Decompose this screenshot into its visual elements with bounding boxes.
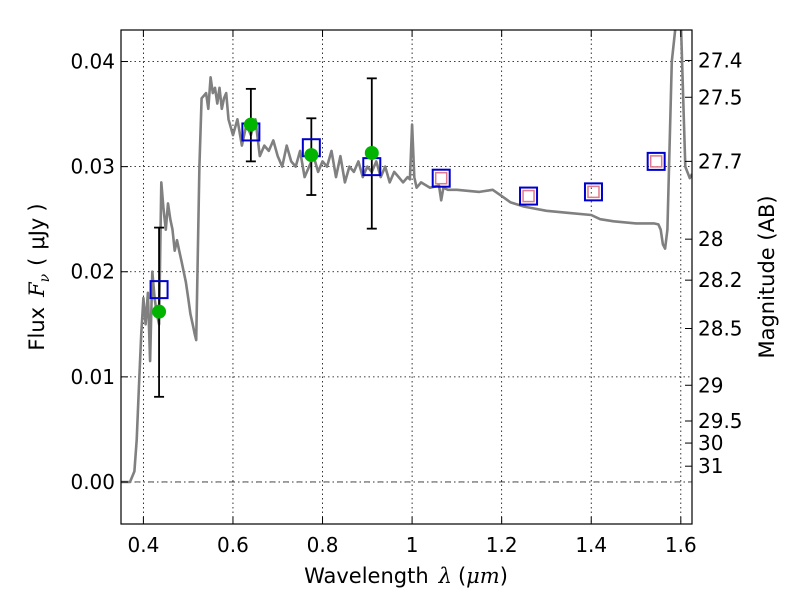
y2-axis-label: Magnitude (AB) (755, 195, 779, 358)
observed-photometry-points (152, 117, 379, 319)
magnitude-tick-label: 28.5 (698, 317, 743, 341)
plot-frame (120, 29, 693, 525)
ir-photometry-marker (431, 168, 451, 188)
model-photometry-box (149, 280, 169, 300)
magnitude-tick-label: 29 (698, 373, 723, 397)
observed-photometry-point (304, 148, 319, 163)
x-tick-label: 1.4 (575, 533, 607, 557)
x-tick-label: 0.8 (307, 533, 339, 557)
x-tick-label: 0.6 (217, 533, 249, 557)
ir-observed-box (434, 171, 448, 185)
y-axis-label: FluxFν(μJy) (25, 203, 53, 350)
x-tick-label: 1.6 (665, 533, 697, 557)
magnitude-tick-label: 27.4 (698, 48, 743, 72)
ir-model-box (646, 151, 666, 171)
y-tick-labels: 0.00 0.01 0.02 0.03 0.04 (70, 50, 115, 494)
x-tick-labels: 0.4 0.6 0.8 1 1.2 1.4 1.6 (127, 533, 696, 557)
ir-model-box (431, 168, 451, 188)
ir-photometry-marker (583, 182, 603, 202)
error-bars (154, 77, 377, 398)
ir-observed-box (522, 189, 535, 203)
magnitude-tick-label: 28 (698, 227, 723, 251)
ir-observed-box (587, 185, 600, 199)
magnitude-tick-label: 29.5 (698, 409, 743, 433)
observed-photometry-point (243, 117, 258, 132)
x-tick-label: 1.2 (486, 533, 518, 557)
ir-photometry-boxes (431, 151, 666, 206)
magnitude-tick-label: 31 (698, 454, 723, 478)
axis-ticks (121, 30, 692, 524)
plot-area (121, 30, 692, 484)
y-tick-label: 0.04 (70, 50, 115, 74)
ir-photometry-marker (646, 151, 666, 171)
ir-observed-box (649, 155, 663, 168)
magnitude-tick-label: 27.7 (698, 149, 743, 173)
ir-model-box (583, 182, 603, 202)
y-tick-label: 0.01 (70, 365, 115, 389)
x-tick-label: 1 (406, 533, 419, 557)
magnitude-tick-label: 28.2 (698, 268, 743, 292)
magnitude-tick-label: 30 (698, 431, 723, 455)
y-tick-label: 0.00 (70, 470, 115, 494)
x-axis-label: Wavelength λ (μm) (304, 564, 508, 588)
ir-photometry-marker (519, 186, 539, 206)
sed-template-line (121, 30, 692, 484)
y-tick-label: 0.02 (70, 260, 115, 284)
magnitude-tick-label: 27.5 (698, 85, 743, 109)
x-tick-label: 0.4 (127, 533, 159, 557)
observed-photometry-point (152, 304, 167, 319)
ir-model-box (519, 186, 539, 206)
observed-photometry-point (364, 145, 379, 160)
y-tick-label: 0.03 (70, 155, 115, 179)
